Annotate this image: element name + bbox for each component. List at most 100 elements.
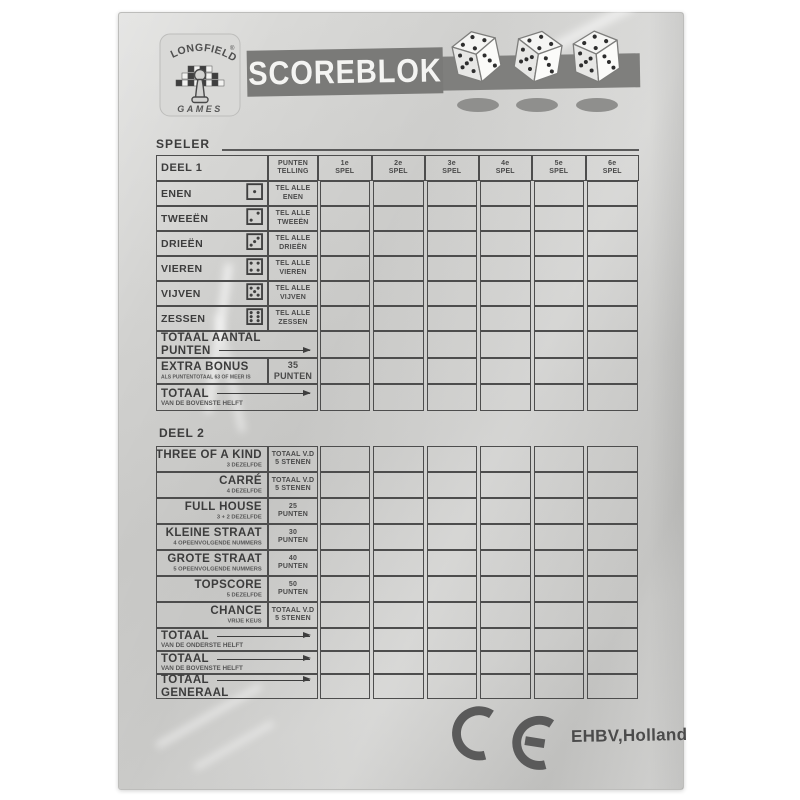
score-cell xyxy=(373,498,424,524)
extra-bonus-label: EXTRA BONUS ALS PUNTENTOTAAL 63 OF MEER … xyxy=(156,358,268,384)
row-label-kleine-straat: KLEINE STRAAT 4 OPEENVOLGENDE NUMMERS xyxy=(156,524,268,550)
row-label-chance: CHANCE VRIJE KEUS xyxy=(156,602,268,628)
score-cell xyxy=(373,231,424,256)
telling-cell: TEL ALLE VIEREN xyxy=(268,256,318,281)
score-cell xyxy=(426,384,477,411)
score-cell xyxy=(319,674,370,699)
die-6-icon: ⚅ xyxy=(244,306,265,331)
score-cell xyxy=(587,472,638,498)
die-2-icon: ⚁ xyxy=(244,206,265,231)
score-cell xyxy=(373,446,424,472)
score-cell xyxy=(480,206,531,231)
score-cell xyxy=(426,498,477,524)
title-banner: SCOREBLOK xyxy=(246,47,444,97)
score-cell xyxy=(533,602,584,628)
score-cell xyxy=(533,384,584,411)
score-cell xyxy=(373,524,424,550)
row-label-three-of-a-kind: THREE OF A KIND 3 DEZELFDE xyxy=(156,446,268,472)
player-label: SPELER xyxy=(156,137,211,151)
pawn-icon xyxy=(191,68,209,104)
score-cell xyxy=(319,281,370,306)
longfield-games-logo: LONGFIELD ® GAMES xyxy=(159,33,241,117)
score-cell xyxy=(373,602,424,628)
score-cell xyxy=(587,576,638,602)
score-cell xyxy=(319,181,370,206)
score-cell xyxy=(373,206,424,231)
score-cell xyxy=(480,256,531,281)
score-cell xyxy=(426,306,477,331)
dice-3d-icon xyxy=(513,30,563,112)
totaal-generaal-row: TOTAAL GENERAAL xyxy=(156,674,318,699)
row-label-drieen: DRIEËN ⚂ xyxy=(156,231,268,256)
score-cell xyxy=(533,206,584,231)
telling-cell: TOTAAL V.D 5 STENEN xyxy=(268,446,318,472)
score-cell xyxy=(533,281,584,306)
spel-col-header: 3e SPEL xyxy=(425,155,479,181)
deel1-totaal-row: TOTAAL VAN DE BOVENSTE HELFT xyxy=(156,384,318,411)
score-cell xyxy=(587,384,638,411)
score-cell xyxy=(373,281,424,306)
telling-cell: 30 PUNTEN xyxy=(268,524,318,550)
telling-cell: TEL ALLE ENEN xyxy=(268,181,318,206)
maker-text: EHBV,Holland xyxy=(570,724,688,747)
carry-arrow-icon xyxy=(216,676,312,683)
score-cell xyxy=(587,281,638,306)
score-cell xyxy=(373,674,424,699)
carry-arrow-icon xyxy=(216,654,312,661)
ce-mark-icon xyxy=(452,706,555,770)
score-cell xyxy=(587,446,638,472)
score-cell xyxy=(319,256,370,281)
score-cell xyxy=(319,358,370,384)
score-cell xyxy=(319,384,370,411)
spel-col-header: 5e SPEL xyxy=(532,155,586,181)
totaal-bovenste-helft-row: TOTAAL VAN DE BOVENSTE HELFT xyxy=(156,651,318,674)
row-label-vijven: VIJVEN ⚄ xyxy=(156,281,268,306)
player-name-line xyxy=(222,137,639,151)
score-cell xyxy=(319,446,370,472)
score-cell xyxy=(533,446,584,472)
score-cell xyxy=(319,602,370,628)
score-cell xyxy=(373,576,424,602)
score-cell xyxy=(426,674,477,699)
score-cell xyxy=(480,231,531,256)
score-cell xyxy=(480,306,531,331)
score-cell xyxy=(426,181,477,206)
spel-col-header: 6e SPEL xyxy=(585,155,639,181)
carry-arrow-icon xyxy=(216,631,312,638)
spel-col-header: 4e SPEL xyxy=(478,155,532,181)
extra-bonus-value: 35 PUNTEN xyxy=(268,358,318,384)
score-cell xyxy=(480,576,531,602)
plastic-wrap-shade xyxy=(649,13,683,789)
score-cell xyxy=(426,358,477,384)
score-cell xyxy=(533,358,584,384)
score-cell xyxy=(373,550,424,576)
score-cell xyxy=(480,281,531,306)
row-label-zessen: ZESSEN ⚅ xyxy=(156,306,268,331)
telling-cell: TOTAAL V.D 5 STENEN xyxy=(268,472,318,498)
score-cell xyxy=(319,472,370,498)
score-cell xyxy=(426,472,477,498)
score-cell xyxy=(480,446,531,472)
score-cell xyxy=(533,306,584,331)
telling-cell: TEL ALLE ZESSEN xyxy=(268,306,318,331)
score-cell xyxy=(533,231,584,256)
score-cell xyxy=(533,674,584,699)
row-label-enen: ENEN ⚀ xyxy=(156,181,268,206)
row-label-carre: CARRÉ 4 DEZELFDE xyxy=(156,472,268,498)
score-cell xyxy=(373,651,424,674)
die-3-icon: ⚂ xyxy=(244,231,265,256)
score-cell xyxy=(373,358,424,384)
dice-3d-icon xyxy=(451,31,502,112)
score-cell xyxy=(480,472,531,498)
carry-arrow-icon xyxy=(218,346,312,353)
score-cell xyxy=(319,306,370,331)
punten-telling-header: PUNTEN TELLING xyxy=(268,155,318,181)
score-cell xyxy=(480,628,531,651)
score-cell xyxy=(480,550,531,576)
score-cell xyxy=(373,256,424,281)
score-cell xyxy=(480,181,531,206)
deel1-table: DEEL 1 PUNTEN TELLING 1e SPEL 2e SPEL 3e SPE… xyxy=(156,155,639,411)
score-cell xyxy=(587,306,638,331)
score-cell xyxy=(373,472,424,498)
